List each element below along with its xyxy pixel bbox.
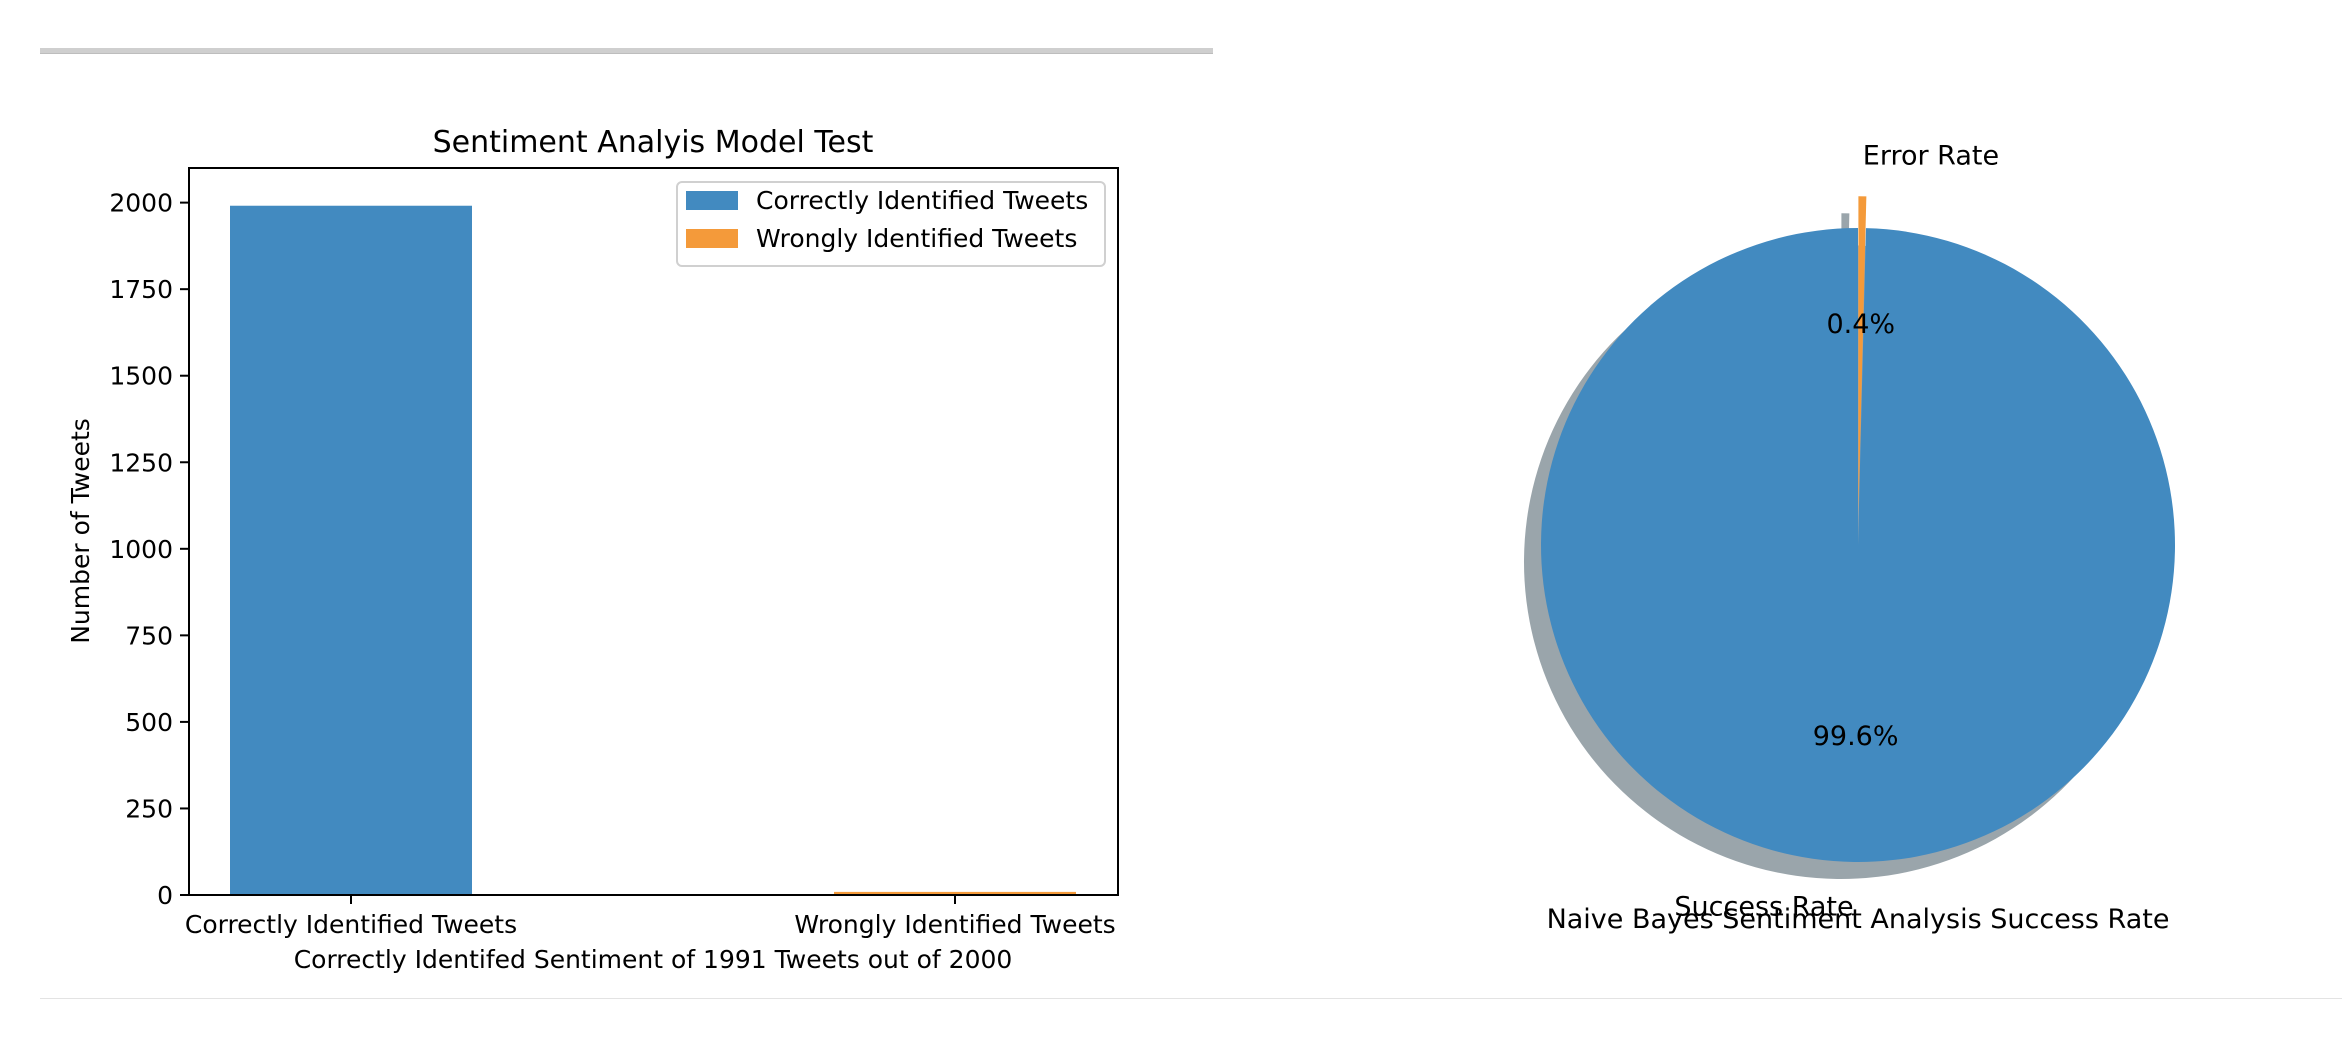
pie-slice-error-rate bbox=[1858, 196, 1867, 514]
bar-wrongly-identified-tweets bbox=[834, 891, 1076, 895]
bar-y-axis-label: Number of Tweets bbox=[66, 418, 95, 644]
pie-chart-title: Naive Bayes Sentiment Analysis Success R… bbox=[1547, 904, 2170, 935]
bar-plot-area: 0 250 500 750 1000 1250 1500 1750 2000 Correctly … bbox=[109, 189, 1115, 939]
legend-swatch bbox=[686, 229, 738, 248]
y-tick-label: 2000 bbox=[109, 189, 173, 218]
bar-legend: Correctly Identified Tweets Wrongly Ident… bbox=[676, 181, 1106, 267]
legend-swatch bbox=[686, 191, 738, 210]
y-tick-label: 250 bbox=[125, 794, 173, 823]
bar-plot-frame bbox=[188, 167, 1119, 896]
bar-correctly-identified-tweets bbox=[230, 205, 472, 896]
legend-label: Correctly Identified Tweets bbox=[756, 186, 1088, 215]
bar-x-axis-label: Correctly Identifed Sentiment of 1991 Tw… bbox=[294, 945, 1013, 974]
y-tick-label: 1750 bbox=[109, 275, 173, 304]
legend-frame bbox=[676, 181, 1106, 267]
pie-percent-label: 99.6% bbox=[1813, 721, 1899, 752]
y-tick-label: 1500 bbox=[109, 362, 173, 391]
x-tick-label: Wrongly Identified Tweets bbox=[794, 910, 1115, 939]
x-tick-label: Correctly Identified Tweets bbox=[185, 910, 517, 939]
y-tick-label: 750 bbox=[125, 621, 173, 650]
pie-slice-label: Success Rate bbox=[1674, 892, 1853, 923]
legend-label: Wrongly Identified Tweets bbox=[756, 224, 1077, 253]
pie-percent-label: 0.4% bbox=[1826, 309, 1895, 340]
bar-chart-title: Sentiment Analyis Model Test bbox=[433, 125, 874, 160]
y-tick-label: 1000 bbox=[109, 535, 173, 564]
pie-plot-area: Success Rate 99.6% Error Rate 0.4% bbox=[1523, 141, 2176, 923]
y-tick-label: 500 bbox=[125, 708, 173, 737]
bar-chart: Sentiment Analyis Model Test 0 250 500 750 1… bbox=[66, 125, 1119, 974]
top-divider bbox=[40, 48, 1213, 54]
y-tick-label: 1250 bbox=[109, 448, 173, 477]
bottom-divider bbox=[40, 998, 2342, 999]
y-tick-label: 0 bbox=[157, 881, 173, 910]
pie-slice-success-rate bbox=[1541, 228, 2176, 862]
pie-chart: Success Rate 99.6% Error Rate 0.4% Naive Ba… bbox=[1523, 141, 2176, 935]
pie-slice-label: Error Rate bbox=[1863, 141, 1999, 172]
